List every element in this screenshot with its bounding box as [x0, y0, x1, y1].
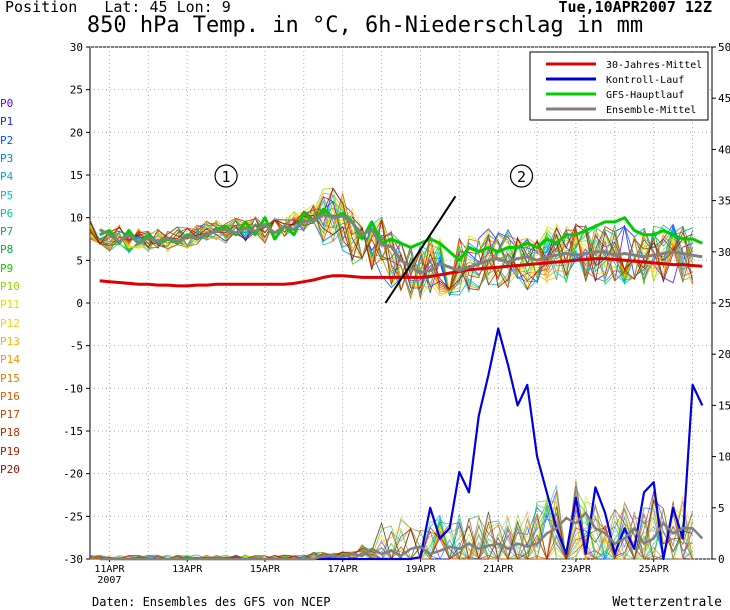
y-right-tick-label: 0 [718, 553, 725, 566]
footer-brand: Wetterzentrale [612, 595, 722, 610]
footer-source: Daten: Ensembles des GFS von NCEP [92, 595, 331, 609]
y-left-tick-label: 25 [70, 84, 83, 97]
series-30-jahres-mittel-left [99, 257, 703, 288]
series-ensemble-mittel-left [99, 212, 703, 274]
y-right-tick-label: 50 [718, 41, 730, 54]
y-right-tick-label: 25 [718, 297, 730, 310]
x-tick-label: 15APR [250, 564, 281, 575]
member-temp-line [89, 187, 694, 296]
annotation-circle-1-label: 1 [222, 168, 231, 186]
y-right-tick-label: 40 [718, 143, 730, 156]
y-left-tick-label: 0 [76, 297, 83, 310]
y-left-tick-label: 5 [76, 254, 83, 267]
y-left-tick-label: 10 [70, 212, 83, 225]
x-tick-label: 2007 [97, 575, 121, 586]
member-label-p8: P8 [0, 243, 14, 257]
member-label-p19: P19 [0, 444, 20, 458]
annotation-circle-1 [214, 164, 238, 188]
x-tick-label: 21APR [483, 564, 514, 575]
member-label-p18: P18 [0, 426, 20, 440]
x-tick-label: 25APR [639, 564, 670, 575]
member-label-p9: P9 [0, 261, 14, 275]
member-label-p5: P5 [0, 188, 14, 202]
y-left-tick-label: -5 [70, 340, 83, 353]
y-left-tick-label: -10 [63, 382, 83, 395]
member-label-p1: P1 [0, 115, 14, 129]
x-tick-label: 19APR [405, 564, 436, 575]
position-text: Position [5, 0, 78, 16]
y-right-tick-label: 35 [718, 195, 730, 208]
member-label-p16: P16 [0, 389, 20, 403]
member-precip-line [89, 486, 693, 561]
member-label-p0: P0 [0, 97, 14, 110]
y-left-tick-label: -25 [63, 510, 83, 523]
position-label: Position Lat: 45 Lon: 9 [5, 0, 231, 15]
member-label-p10: P10 [0, 280, 20, 293]
member-precip-line [89, 485, 693, 561]
legend-label: Ensemble-Mittel [606, 105, 696, 116]
run-info: Tue,10APR2007 12Z [558, 0, 712, 16]
y-right-tick-label: 10 [718, 451, 730, 464]
member-label-p15: P15 [0, 371, 20, 385]
legend-label: Kontroll-Lauf [606, 75, 684, 86]
member-label-p7: P7 [0, 225, 14, 239]
member-label-p13: P13 [0, 334, 20, 348]
x-tick-label: 13APR [172, 564, 203, 575]
annotation-circle-2-label: 2 [517, 168, 526, 186]
member-label-p12: P12 [0, 316, 20, 330]
y-left-tick-label: 15 [70, 169, 83, 182]
y-right-tick-label: 45 [718, 92, 730, 105]
x-tick-label: 23APR [561, 564, 592, 575]
legend-label: GFS-Hauptlauf [606, 90, 684, 101]
y-left-tick-label: -30 [63, 553, 83, 566]
series-ensemble-mittel-right [99, 511, 704, 561]
member-label-p4: P4 [0, 170, 14, 184]
y-left-tick-label: -20 [63, 468, 83, 481]
member-label-p2: P2 [0, 133, 14, 147]
y-left-tick-label: 30 [70, 41, 83, 54]
member-label-p20: P20 [0, 463, 20, 476]
x-tick-label: 11APR [94, 564, 125, 575]
annotation-circle-2 [509, 164, 534, 188]
y-left-tick-label: 20 [70, 126, 83, 139]
member-label-p14: P14 [0, 353, 20, 367]
y-right-tick-label: 15 [718, 399, 730, 412]
y-right-tick-label: 30 [718, 246, 730, 259]
member-label-p3: P3 [0, 151, 14, 165]
y-right-tick-label: 20 [718, 348, 730, 361]
lat-lon-label: Lat: 45 Lon: 9 [104, 0, 231, 16]
member-label-p17: P17 [0, 408, 20, 422]
legend-label: 30-Jahres-Mittel [606, 60, 702, 71]
y-left-tick-label: -15 [63, 425, 83, 438]
y-right-tick-label: 5 [718, 502, 725, 515]
member-label-p6: P6 [0, 206, 14, 220]
chart-title: 850 hPa Temp. in °C, 6h-Niederschlag in … [86, 13, 644, 38]
member-temp-line [89, 187, 693, 293]
period-divider-line [384, 195, 457, 304]
member-temp-line [89, 214, 693, 290]
member-label-p11: P11 [0, 298, 20, 312]
x-tick-label: 17APR [328, 564, 359, 575]
